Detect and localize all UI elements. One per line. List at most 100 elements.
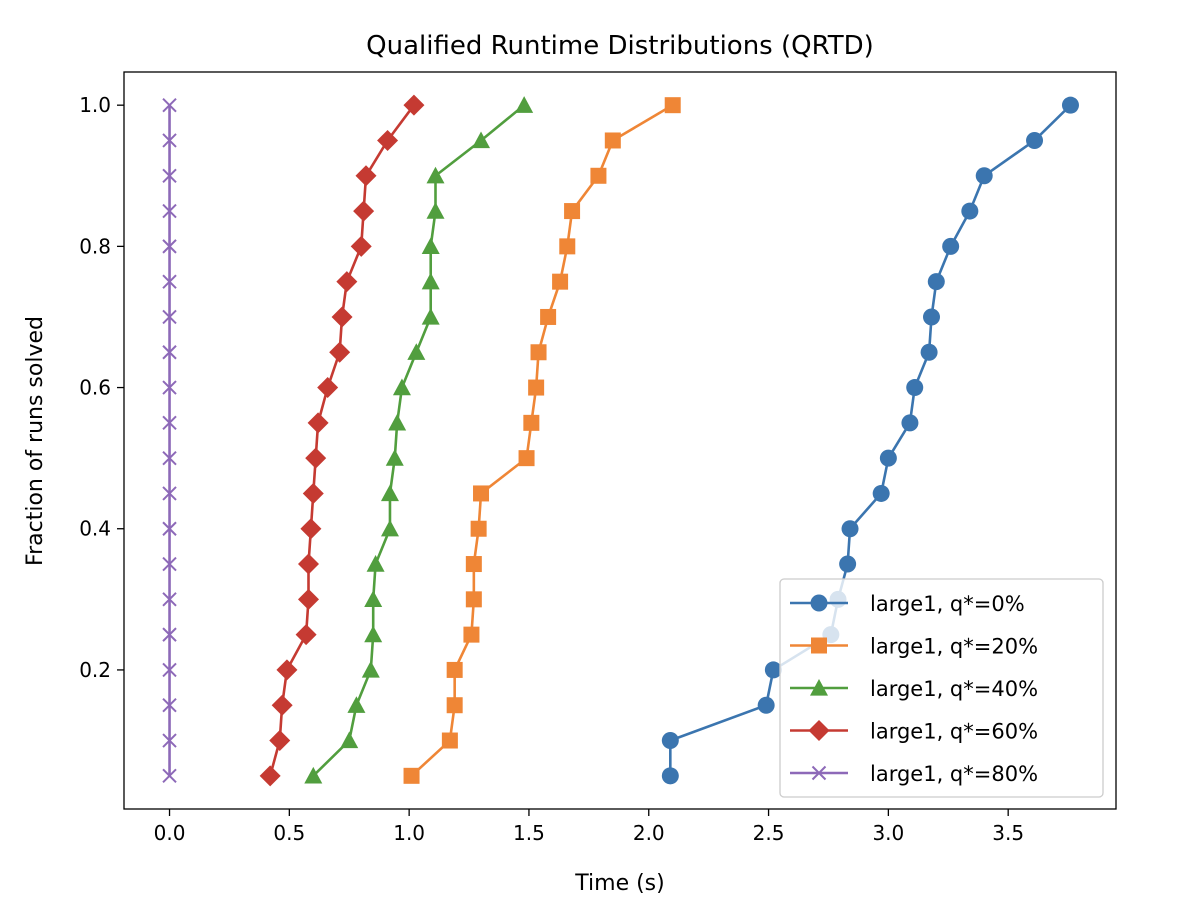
legend-entry: large1, q*=20% xyxy=(790,635,1038,659)
data-point xyxy=(162,97,177,113)
x-tick-label: 2.5 xyxy=(753,821,785,845)
x-axis-label: Time (s) xyxy=(574,871,664,896)
data-point xyxy=(564,203,581,220)
data-point xyxy=(472,131,491,149)
data-point xyxy=(463,626,480,643)
series-2 xyxy=(304,96,534,784)
data-point xyxy=(162,450,177,466)
data-point xyxy=(162,133,177,148)
data-point xyxy=(426,166,445,184)
data-point xyxy=(942,237,960,255)
data-point xyxy=(298,588,320,610)
data-point xyxy=(421,307,440,325)
data-point xyxy=(347,696,366,713)
data-point xyxy=(162,627,177,642)
data-point xyxy=(906,379,924,397)
data-point xyxy=(473,485,490,502)
legend-box xyxy=(779,578,1104,798)
legend-label: large1, q*=60% xyxy=(870,720,1038,744)
data-point xyxy=(305,447,327,469)
data-point xyxy=(839,555,857,573)
data-point xyxy=(162,203,177,219)
data-point xyxy=(465,556,482,573)
data-point xyxy=(421,237,440,255)
data-point xyxy=(920,343,938,361)
data-point xyxy=(364,590,383,607)
series-layer xyxy=(162,94,1079,787)
legend: large1, q*=0% large1, q*=20% large1, q*=40… xyxy=(779,578,1104,798)
data-point xyxy=(841,520,859,538)
data-point xyxy=(1061,96,1079,114)
legend-marker xyxy=(811,765,827,781)
data-point xyxy=(271,694,293,716)
data-point xyxy=(446,661,463,678)
data-point xyxy=(302,482,324,504)
legend-marker xyxy=(808,720,830,741)
data-point xyxy=(298,553,320,575)
series-1 xyxy=(403,97,681,784)
y-tick-label: 0.2 xyxy=(79,658,111,682)
legend-label: large1, q*=20% xyxy=(870,635,1038,659)
data-point xyxy=(528,379,545,396)
data-point xyxy=(162,768,177,784)
data-point xyxy=(317,377,339,399)
legend-entry: large1, q*=60% xyxy=(790,720,1038,744)
data-point xyxy=(162,345,177,360)
data-point xyxy=(441,732,458,749)
data-point xyxy=(1026,131,1044,149)
y-tick-label: 0.4 xyxy=(79,517,111,541)
data-point xyxy=(515,96,534,113)
y-axis: 0.2 0.4 0.6 0.8 1.0 xyxy=(79,93,124,682)
data-point xyxy=(922,308,940,326)
data-point xyxy=(664,97,681,114)
data-point xyxy=(421,272,440,290)
data-point xyxy=(559,238,576,255)
data-point xyxy=(353,200,375,222)
data-point xyxy=(307,412,329,434)
data-point xyxy=(276,659,298,681)
data-point xyxy=(380,484,399,502)
legend-label: large1, q*=40% xyxy=(870,677,1038,701)
data-point xyxy=(540,308,557,325)
data-point xyxy=(366,555,385,572)
data-point xyxy=(361,660,380,678)
data-point xyxy=(403,94,425,116)
data-point xyxy=(162,168,177,183)
data-point xyxy=(340,731,359,749)
data-point xyxy=(523,414,540,431)
data-point xyxy=(530,344,547,361)
x-tick-label: 0.5 xyxy=(273,821,305,845)
x-tick-label: 1.0 xyxy=(393,821,425,845)
legend-label: large1, q*=0% xyxy=(870,592,1025,616)
y-tick-label: 0.6 xyxy=(79,376,111,400)
series-0 xyxy=(661,96,1079,785)
data-point xyxy=(162,380,177,395)
legend-label: large1, q*=80% xyxy=(870,762,1038,786)
x-tick-label: 3.0 xyxy=(872,821,904,845)
legend-marker xyxy=(810,679,828,696)
data-point xyxy=(259,765,281,787)
data-point xyxy=(388,413,407,431)
data-point xyxy=(380,519,399,537)
data-point xyxy=(590,167,607,184)
data-point xyxy=(392,378,411,396)
data-point xyxy=(162,662,177,678)
data-point xyxy=(162,309,177,325)
data-point xyxy=(331,306,353,328)
data-point xyxy=(872,484,890,502)
data-point xyxy=(162,592,177,607)
legend-entry: large1, q*=80% xyxy=(790,762,1038,786)
x-tick-label: 0.0 xyxy=(154,821,186,845)
data-point xyxy=(162,733,177,748)
data-point xyxy=(604,132,621,149)
data-point xyxy=(364,625,383,643)
data-point xyxy=(355,165,377,187)
data-point xyxy=(465,591,482,608)
legend-marker xyxy=(811,637,827,654)
data-point xyxy=(470,520,487,537)
chart-title: Qualified Runtime Distributions (QRTD) xyxy=(366,31,874,61)
data-point xyxy=(336,271,358,293)
legend-marker xyxy=(810,594,828,612)
data-point xyxy=(661,732,679,750)
